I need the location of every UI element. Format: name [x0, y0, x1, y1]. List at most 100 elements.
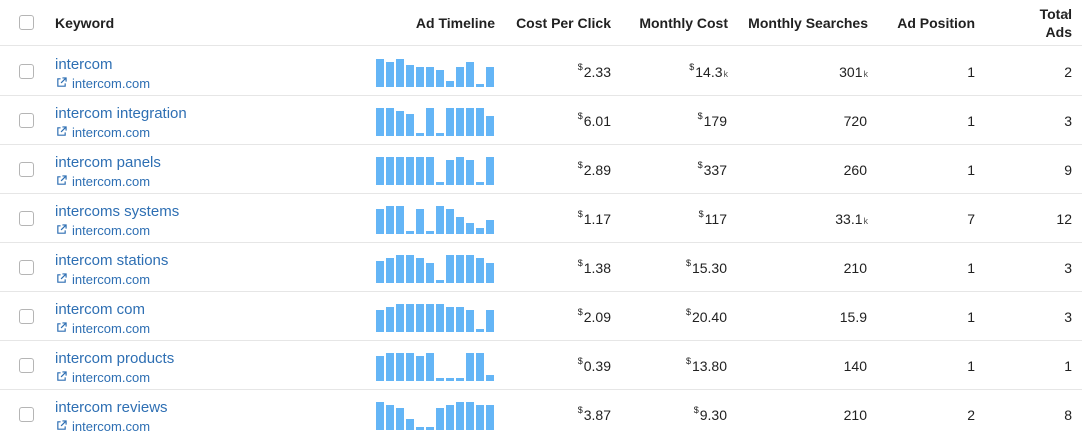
- row-checkbox[interactable]: [19, 260, 34, 275]
- timeline-bar: [466, 62, 474, 87]
- monthly-cost-value: 14.3: [695, 63, 723, 80]
- domain-text: intercom.com: [72, 223, 151, 238]
- timeline-bar: [396, 408, 404, 430]
- timeline-bar: [436, 378, 444, 381]
- cost-per-click-column-header[interactable]: Cost Per Click: [516, 15, 611, 31]
- domain-link[interactable]: intercom.com: [56, 272, 150, 287]
- cost-per-click-cell: $1.17: [500, 194, 611, 243]
- table-row: intercom intercom.com $2.33 $14.3 k 301 k 1 2: [0, 47, 1082, 96]
- row-checkbox[interactable]: [19, 113, 34, 128]
- monthly-cost-value: 15.30: [691, 259, 727, 276]
- currency-symbol: $: [698, 208, 704, 219]
- currency-symbol: $: [685, 306, 691, 317]
- cost-per-click-value: 2.33: [583, 63, 611, 80]
- timeline-bar: [416, 67, 424, 87]
- timeline-bar: [386, 62, 394, 87]
- domain-link[interactable]: intercom.com: [56, 419, 150, 434]
- monthly-cost-cell: $117: [620, 194, 728, 243]
- timeline-bar: [456, 217, 464, 234]
- ad-position-cell: 1: [967, 161, 975, 178]
- timeline-bar: [476, 228, 484, 234]
- timeline-bar: [426, 353, 434, 381]
- domain-text: intercom.com: [72, 174, 151, 189]
- timeline-bar: [466, 223, 474, 234]
- domain-link[interactable]: intercom.com: [56, 370, 150, 385]
- timeline-bar: [456, 307, 464, 332]
- ad-timeline-sparkline: [376, 59, 494, 87]
- ad-timeline-column-header[interactable]: Ad Timeline: [415, 15, 495, 31]
- timeline-bar: [376, 108, 384, 136]
- timeline-bar: [446, 209, 454, 234]
- keyword-link[interactable]: intercom: [55, 56, 113, 73]
- ad-position-cell: 1: [967, 357, 975, 374]
- keyword-column-header[interactable]: Keyword: [55, 15, 115, 31]
- row-checkbox[interactable]: [19, 162, 34, 177]
- timeline-bar: [406, 231, 414, 234]
- keyword-link[interactable]: intercom com: [55, 301, 146, 318]
- domain-link[interactable]: intercom.com: [56, 76, 150, 91]
- external-link-icon: [56, 174, 72, 189]
- currency-symbol: $: [697, 110, 703, 121]
- cost-per-click-cell: $1.38: [500, 243, 611, 292]
- timeline-bar: [406, 419, 414, 430]
- timeline-bar: [416, 258, 424, 283]
- keyword-link[interactable]: intercom products: [55, 350, 175, 367]
- ad-timeline-sparkline: [376, 353, 494, 381]
- total-ads-cell: 1: [1064, 357, 1072, 374]
- monthly-cost-value: 13.80: [691, 357, 727, 374]
- timeline-bar: [386, 108, 394, 136]
- select-all-checkbox[interactable]: [19, 15, 34, 30]
- total-ads-cell: 12: [1056, 210, 1072, 227]
- domain-link[interactable]: intercom.com: [56, 174, 150, 189]
- keyword-link[interactable]: intercom stations: [55, 252, 169, 269]
- timeline-bar: [416, 157, 424, 185]
- table-row: intercom stations intercom.com $1.38 $15.30…: [0, 243, 1082, 292]
- table-row: intercom com intercom.com $2.09 $20.40 15.9 1…: [0, 292, 1082, 341]
- domain-link[interactable]: intercom.com: [56, 321, 150, 336]
- monthly-searches-value: 33.1: [835, 210, 863, 227]
- timeline-bar: [456, 255, 464, 283]
- domain-text: intercom.com: [72, 76, 151, 91]
- keyword-link[interactable]: intercom reviews: [55, 399, 168, 416]
- total-ads-header-line1: Total: [1039, 6, 1072, 22]
- monthly-searches-column-header[interactable]: Monthly Searches: [748, 15, 868, 31]
- timeline-bar: [426, 108, 434, 136]
- row-checkbox[interactable]: [19, 64, 34, 79]
- unit-suffix: k: [723, 68, 729, 79]
- row-checkbox[interactable]: [19, 211, 34, 226]
- cost-per-click-cell: $3.87: [500, 390, 611, 434]
- timeline-bar: [456, 108, 464, 136]
- timeline-bar: [466, 353, 474, 381]
- unit-suffix: k: [863, 215, 869, 226]
- ad-position-cell: 2: [967, 406, 975, 423]
- monthly-cost-value: 337: [703, 161, 727, 178]
- keyword-link[interactable]: intercoms systems: [55, 203, 180, 220]
- ad-position-cell: 1: [967, 112, 975, 129]
- ad-position-column-header[interactable]: Ad Position: [897, 15, 975, 31]
- total-ads-cell: 2: [1064, 63, 1072, 80]
- domain-link[interactable]: intercom.com: [56, 223, 150, 238]
- table-row: intercom panels intercom.com $2.89 $337 260 1…: [0, 145, 1082, 194]
- row-checkbox[interactable]: [19, 407, 34, 422]
- timeline-bar: [486, 405, 494, 430]
- monthly-cost-cell: $15.30: [620, 243, 728, 292]
- timeline-bar: [376, 157, 384, 185]
- sort-chevron-icon[interactable]: ⌄: [1062, 7, 1071, 18]
- timeline-bar: [436, 206, 444, 234]
- row-checkbox[interactable]: [19, 309, 34, 324]
- domain-text: intercom.com: [72, 419, 151, 434]
- row-checkbox[interactable]: [19, 358, 34, 373]
- timeline-bar: [456, 157, 464, 185]
- currency-symbol: $: [685, 355, 691, 366]
- domain-link[interactable]: intercom.com: [56, 125, 150, 140]
- keyword-link[interactable]: intercom panels: [55, 154, 161, 171]
- timeline-bar: [416, 133, 424, 136]
- currency-symbol: $: [577, 404, 583, 415]
- total-ads-column-header[interactable]: Total Ads ⌄: [1000, 0, 1072, 46]
- domain-text: intercom.com: [72, 321, 151, 336]
- keyword-link[interactable]: intercom integration: [55, 105, 187, 122]
- monthly-cost-column-header[interactable]: Monthly Cost: [639, 15, 728, 31]
- timeline-bar: [476, 182, 484, 185]
- currency-symbol: $: [577, 159, 583, 170]
- external-link-icon: [56, 370, 72, 385]
